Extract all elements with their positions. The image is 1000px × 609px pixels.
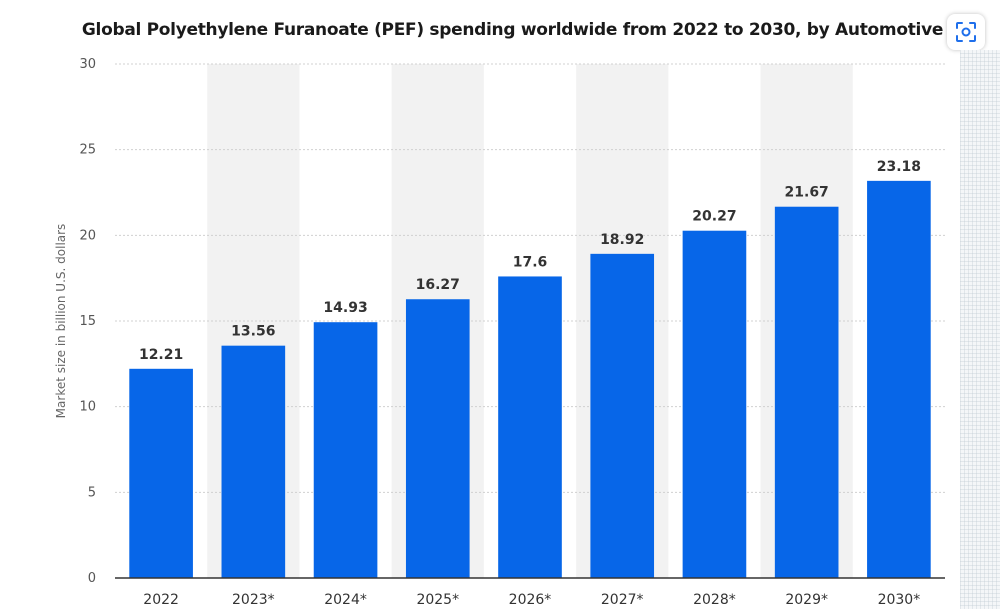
page-background-strip: [960, 50, 1000, 609]
y-axis-title: Market size in billion U.S. dollars: [54, 224, 68, 419]
value-labels: 12.21 13.56 14.93 16.27 17.6 18.92 20.27 21.67 2…: [139, 159, 921, 363]
x-tick-label: 2022: [143, 592, 179, 608]
y-axis-ticks: 0 5 10 15 20 25 30: [79, 57, 96, 586]
y-tick-label: 20: [79, 228, 96, 243]
bar[interactable]: [129, 368, 193, 578]
x-tick-label: 2029*: [785, 592, 828, 608]
x-tick-label: 2025*: [416, 592, 459, 608]
x-tick-label: 2026*: [509, 592, 552, 608]
data-label: 23.18: [877, 159, 921, 175]
data-label: 14.93: [323, 300, 367, 316]
y-tick-label: 10: [79, 400, 96, 415]
bars: [129, 180, 931, 578]
bar[interactable]: [221, 345, 286, 578]
zoom-button[interactable]: [947, 14, 985, 50]
bar[interactable]: [867, 180, 931, 578]
y-tick-label: 15: [79, 314, 96, 329]
y-tick-label: 30: [79, 57, 96, 72]
data-label: 21.67: [785, 185, 829, 201]
bar[interactable]: [682, 230, 747, 578]
x-tick-label: 2027*: [601, 592, 644, 608]
x-tick-label: 2023*: [232, 592, 275, 608]
bar[interactable]: [405, 299, 470, 578]
x-tick-label: 2024*: [324, 592, 367, 608]
bar[interactable]: [313, 322, 378, 578]
data-label: 12.21: [139, 347, 183, 363]
x-axis-labels: 2022 2023* 2024* 2025* 2026* 2027* 2028* 2029* 2…: [143, 592, 920, 608]
data-label: 16.27: [416, 277, 460, 293]
data-label: 13.56: [231, 324, 275, 340]
y-tick-label: 5: [88, 485, 96, 500]
data-label: 17.6: [513, 254, 548, 270]
bar[interactable]: [774, 206, 839, 578]
y-tick-label: 25: [79, 143, 96, 158]
data-label: 20.27: [692, 209, 736, 225]
chart-title: Global Polyethylene Furanoate (PEF) spen…: [81, 20, 944, 40]
bar[interactable]: [590, 253, 655, 578]
zoom-scan-icon: [956, 22, 976, 42]
bar[interactable]: [498, 276, 562, 578]
x-tick-label: 2030*: [878, 592, 921, 608]
data-label: 18.92: [600, 232, 644, 248]
y-tick-label: 0: [88, 571, 96, 586]
x-tick-label: 2028*: [693, 592, 736, 608]
